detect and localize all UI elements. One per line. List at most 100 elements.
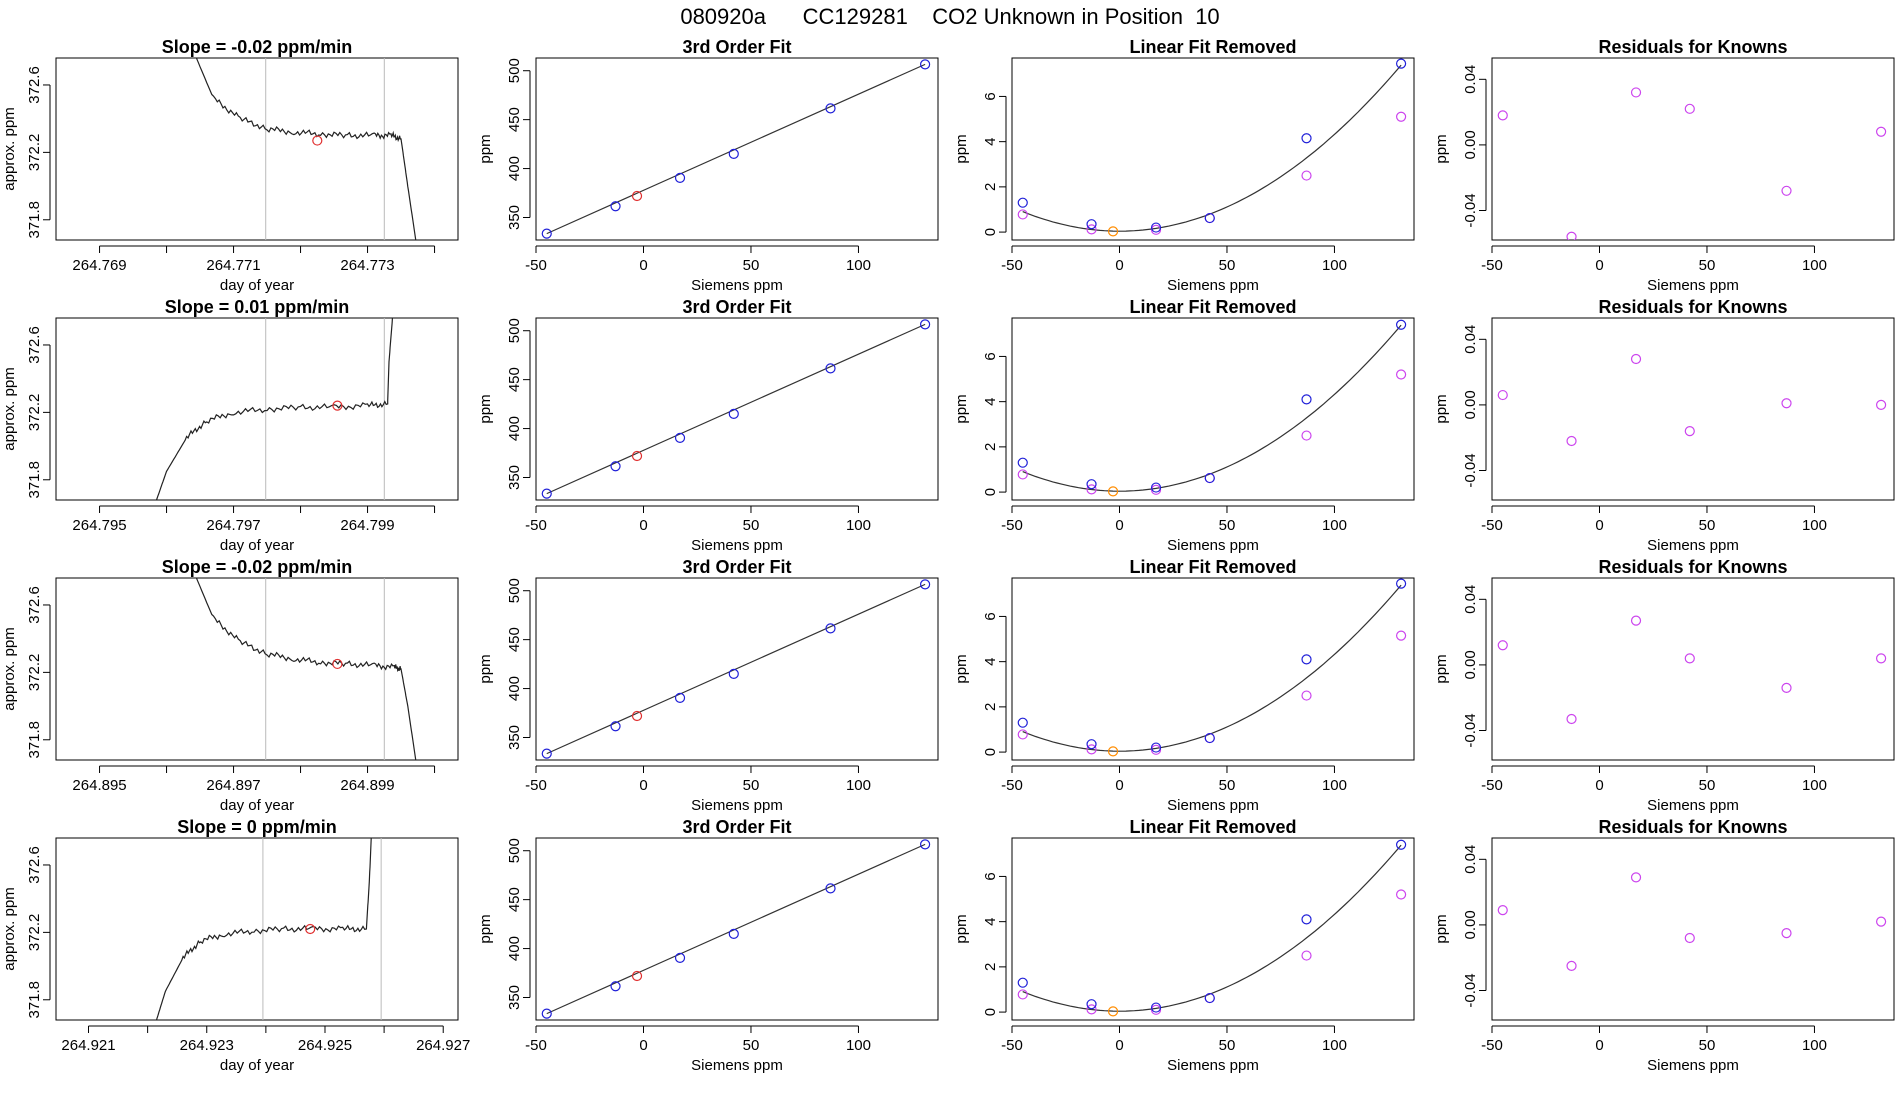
y-tick-label: 372.2	[26, 654, 43, 692]
plot-area	[541, 319, 931, 499]
known-point	[610, 981, 621, 992]
y-tick-label: 6	[982, 92, 999, 100]
y-axis-label: ppm	[1433, 134, 1450, 163]
x-tick-label: 0	[1595, 517, 1603, 534]
panel-0-0: Slope = -0.02 ppm/min 264.769 264.771 264.7…	[1, 37, 459, 294]
panel-0-1: 3rd Order Fit -50 0 50 100 Siemens ppm 350 400 4…	[477, 37, 939, 294]
known-point	[1301, 133, 1312, 144]
x-axis-label: Siemens ppm	[691, 277, 783, 294]
x-axis-label: Siemens ppm	[1647, 277, 1739, 294]
known-point	[825, 883, 836, 894]
y-tick-label: 0	[982, 228, 999, 236]
y-tick-label: 4	[982, 137, 999, 145]
y-axis-label: ppm	[953, 914, 970, 943]
known-point	[1150, 742, 1162, 753]
sample-marker	[312, 135, 323, 146]
data-trace	[155, 838, 372, 1020]
y-tick-label: 0.04	[1462, 845, 1479, 874]
x-tick-label: -50	[525, 517, 547, 534]
plot-frame	[1491, 837, 1895, 1021]
panel-title: Slope = -0.02 ppm/min	[162, 557, 353, 577]
x-tick-label: 50	[743, 1037, 760, 1054]
residual-point	[1566, 713, 1577, 725]
y-tick-label: 4	[982, 397, 999, 405]
data-trace	[195, 58, 417, 240]
panel-1-3: Residuals for Knowns -50 0 50 100 Siemens ppm…	[1433, 297, 1895, 554]
known-point	[728, 928, 739, 939]
known-point	[1204, 992, 1215, 1004]
residual-point	[1301, 950, 1312, 961]
y-tick-label: 2	[982, 703, 999, 711]
x-axis-label: day of year	[220, 797, 294, 814]
y-tick-label: 4	[982, 917, 999, 925]
x-tick-label: 264.923	[180, 1037, 234, 1054]
residual-point	[1630, 615, 1642, 626]
known-point	[541, 488, 552, 499]
residual-point	[1301, 690, 1312, 701]
panel-3-0: Slope = 0 ppm/min 264.921 264.923 264.925 26…	[1, 817, 470, 1074]
x-axis-label: Siemens ppm	[691, 797, 783, 814]
panel-title: Linear Fit Removed	[1129, 297, 1296, 317]
residual-point	[1630, 87, 1642, 98]
residual-point	[1497, 389, 1508, 401]
x-axis-label: Siemens ppm	[1167, 277, 1259, 294]
x-tick-label: 100	[846, 517, 871, 534]
y-tick-label: 0.04	[1462, 585, 1479, 614]
panel-title: Residuals for Knowns	[1598, 37, 1787, 57]
x-axis-label: Siemens ppm	[1647, 1057, 1739, 1074]
y-tick-label: 372.2	[26, 914, 43, 952]
residual-point	[1876, 653, 1887, 664]
y-tick-label: 0	[982, 748, 999, 756]
plot-area	[1497, 615, 1887, 725]
known-point	[1086, 479, 1097, 490]
x-tick-label: 264.925	[298, 1037, 352, 1054]
residual-point	[1497, 905, 1508, 916]
y-tick-label: 372.6	[26, 586, 43, 624]
residual-point	[1396, 369, 1407, 380]
x-tick-label: 264.899	[340, 777, 394, 794]
known-point	[1086, 739, 1097, 750]
y-axis-label: ppm	[477, 394, 494, 423]
x-tick-label: 264.773	[340, 257, 394, 274]
residual-point	[1684, 653, 1695, 664]
y-tick-label: 371.8	[26, 721, 43, 759]
unknown-point	[1107, 226, 1119, 237]
plot-frame	[55, 317, 459, 501]
y-tick-label: 500	[506, 578, 523, 603]
known-point	[1396, 319, 1407, 330]
y-axis-label: approx. ppm	[1, 887, 18, 970]
y-tick-label: 371.8	[26, 461, 43, 499]
x-tick-label: 50	[1219, 517, 1236, 534]
x-tick-label: 264.797	[206, 517, 260, 534]
plot-area	[541, 59, 931, 239]
y-tick-label: 0.04	[1462, 65, 1479, 94]
y-axis-label: ppm	[1433, 654, 1450, 683]
data-trace	[155, 318, 394, 500]
x-tick-label: -50	[525, 257, 547, 274]
x-axis-label: day of year	[220, 277, 294, 294]
known-point	[610, 721, 621, 732]
y-tick-label: 500	[506, 58, 523, 83]
x-tick-label: 100	[1322, 1037, 1347, 1054]
known-point	[541, 1008, 552, 1019]
residual-point	[1150, 224, 1162, 235]
known-point	[610, 461, 621, 472]
x-tick-label: -50	[1001, 1037, 1023, 1054]
y-tick-label: -0.04	[1462, 973, 1479, 1007]
plot-frame	[1011, 57, 1415, 241]
y-axis-label: ppm	[477, 654, 494, 683]
x-axis-label: Siemens ppm	[1167, 1057, 1259, 1074]
x-tick-label: 0	[639, 1037, 647, 1054]
panel-1-0: Slope = 0.01 ppm/min 264.795 264.797 264.79…	[1, 297, 459, 554]
residual-point	[1396, 111, 1407, 122]
known-point	[674, 432, 686, 443]
y-tick-label: 0.04	[1462, 325, 1479, 354]
x-tick-label: 0	[1115, 777, 1123, 794]
plot-frame	[1491, 577, 1895, 761]
x-axis-label: day of year	[220, 537, 294, 554]
plot-frame	[1491, 317, 1895, 501]
plot-area	[1497, 353, 1887, 447]
x-tick-label: 264.771	[206, 257, 260, 274]
panel-3-1: 3rd Order Fit -50 0 50 100 Siemens ppm 350 400 4…	[477, 817, 939, 1074]
known-point	[674, 952, 686, 963]
